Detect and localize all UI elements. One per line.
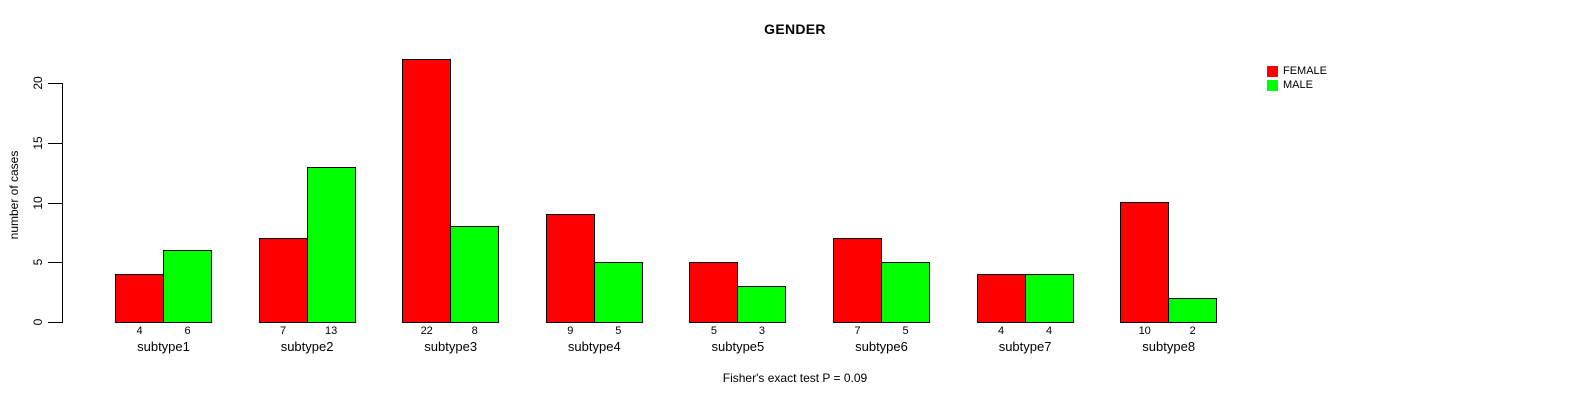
value-label-male-subtype2: 13 bbox=[324, 325, 338, 337]
bar-male-subtype3 bbox=[450, 226, 500, 323]
y-axis-tick bbox=[48, 262, 62, 264]
bar-male-subtype2 bbox=[306, 167, 356, 323]
legend-label-female: FEMALE bbox=[1283, 65, 1328, 77]
y-axis-tick bbox=[48, 142, 62, 144]
chart-title: GENDER bbox=[764, 21, 826, 37]
value-label-male-subtype7: 4 bbox=[1046, 325, 1053, 337]
bar-female-subtype1 bbox=[115, 274, 164, 323]
category-label-subtype2: subtype2 bbox=[280, 339, 334, 354]
y-axis-line bbox=[62, 83, 63, 323]
bar-male-subtype1 bbox=[163, 250, 212, 323]
y-axis-tick bbox=[48, 83, 62, 84]
value-label-female-subtype3: 22 bbox=[420, 325, 433, 337]
value-label-female-subtype1: 4 bbox=[136, 325, 143, 337]
category-label-subtype4: subtype4 bbox=[567, 339, 621, 354]
bar-female-subtype2 bbox=[258, 238, 308, 323]
bar-female-subtype6 bbox=[833, 238, 882, 323]
legend-row-female: FEMALE bbox=[1267, 64, 1327, 78]
legend-swatch-female bbox=[1267, 65, 1278, 77]
bar-male-subtype7 bbox=[1024, 274, 1074, 323]
category-label-subtype1: subtype1 bbox=[137, 339, 190, 354]
value-label-female-subtype8: 10 bbox=[1138, 325, 1151, 337]
y-axis-tick-label: 10 bbox=[31, 195, 45, 210]
value-label-male-subtype5: 3 bbox=[758, 325, 765, 337]
fisher-test-caption: Fisher's exact test P = 0.09 bbox=[722, 371, 868, 385]
value-label-female-subtype5: 5 bbox=[710, 325, 717, 337]
legend-row-male: MALE bbox=[1267, 78, 1327, 92]
value-label-female-subtype4: 9 bbox=[567, 325, 574, 337]
bar-female-subtype5 bbox=[689, 262, 739, 323]
category-label-subtype8: subtype8 bbox=[1142, 339, 1196, 354]
value-label-male-subtype3: 8 bbox=[471, 325, 478, 337]
bar-male-subtype5 bbox=[737, 286, 787, 323]
value-label-male-subtype4: 5 bbox=[615, 325, 622, 337]
bar-female-subtype8 bbox=[1120, 202, 1170, 323]
bar-female-subtype4 bbox=[545, 214, 595, 323]
value-label-male-subtype1: 6 bbox=[184, 325, 191, 337]
y-axis-tick-label: 5 bbox=[31, 258, 45, 266]
value-label-female-subtype7: 4 bbox=[998, 325, 1005, 337]
y-axis-tick-label: 0 bbox=[31, 318, 45, 326]
y-axis-tick bbox=[48, 202, 62, 204]
bar-male-subtype4 bbox=[593, 262, 643, 323]
value-label-female-subtype6: 7 bbox=[854, 325, 861, 337]
category-label-subtype5: subtype5 bbox=[711, 339, 765, 354]
bar-female-subtype3 bbox=[402, 59, 452, 323]
y-axis-title: number of cases bbox=[7, 150, 21, 240]
bar-female-subtype7 bbox=[976, 274, 1026, 323]
category-label-subtype6: subtype6 bbox=[855, 339, 908, 354]
bar-male-subtype8 bbox=[1168, 298, 1218, 323]
category-label-subtype7: subtype7 bbox=[998, 339, 1052, 354]
legend-label-male: MALE bbox=[1283, 79, 1313, 91]
y-axis-tick bbox=[48, 322, 62, 323]
bar-male-subtype6 bbox=[881, 262, 930, 323]
legend: FEMALE MALE bbox=[1267, 64, 1327, 92]
value-label-male-subtype8: 2 bbox=[1189, 325, 1196, 337]
value-label-male-subtype6: 5 bbox=[902, 325, 909, 337]
y-axis-tick-label: 15 bbox=[31, 136, 45, 150]
category-label-subtype3: subtype3 bbox=[424, 339, 478, 354]
y-axis-tick-label: 20 bbox=[31, 76, 45, 90]
value-label-female-subtype2: 7 bbox=[280, 325, 287, 337]
legend-swatch-male bbox=[1267, 79, 1278, 91]
